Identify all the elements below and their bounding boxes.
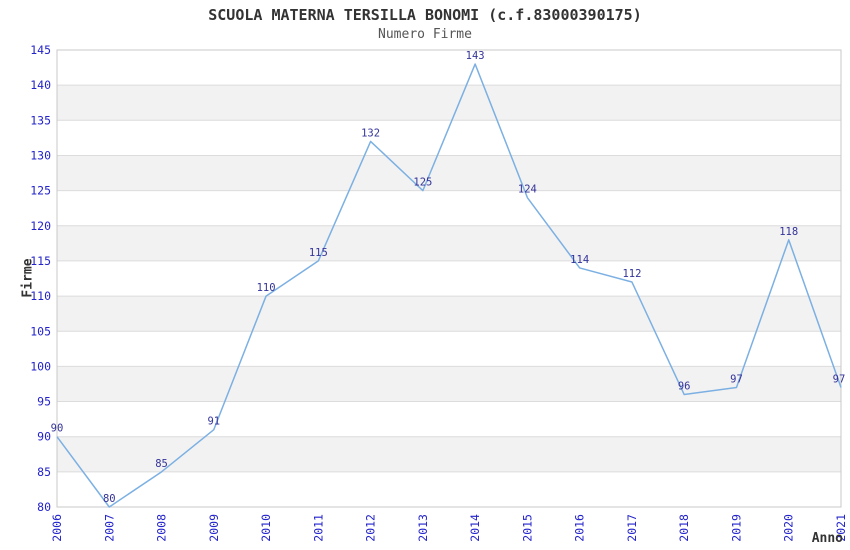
x-tick-label: 2008 (155, 514, 169, 542)
data-label: 97 (833, 373, 846, 385)
y-tick-label: 135 (30, 113, 51, 127)
x-tick-label: 2006 (50, 514, 64, 542)
chart-title: SCUOLA MATERNA TERSILLA BONOMI (c.f.8300… (208, 6, 642, 24)
x-tick-label: 2020 (782, 514, 796, 542)
y-tick-label: 85 (37, 465, 51, 479)
grid-band (57, 296, 841, 332)
data-label: 115 (309, 247, 328, 259)
grid-band (57, 155, 841, 191)
x-tick-label: 2011 (311, 514, 325, 542)
y-tick-label: 100 (30, 359, 51, 373)
y-tick-label: 140 (30, 78, 51, 92)
x-tick-label: 2014 (468, 514, 482, 542)
data-label: 143 (466, 50, 485, 62)
data-label: 112 (622, 268, 641, 280)
data-label: 90 (51, 423, 64, 435)
x-tick-label: 2013 (416, 514, 430, 542)
x-tick-label: 2016 (573, 514, 587, 542)
data-label: 125 (413, 177, 432, 189)
y-tick-label: 130 (30, 148, 51, 162)
y-tick-label: 110 (30, 289, 51, 303)
grid-band (57, 85, 841, 121)
y-tick-label: 80 (37, 500, 51, 514)
y-tick-label: 95 (37, 395, 51, 409)
x-tick-label: 2021 (834, 514, 848, 542)
x-tick-label: 2018 (677, 514, 691, 542)
y-tick-label: 145 (30, 43, 51, 57)
x-axis-title: Anno (811, 531, 843, 546)
grid-band (57, 225, 841, 261)
x-tick-label: 2012 (364, 514, 378, 542)
series-line (56, 63, 842, 508)
data-label: 132 (361, 127, 380, 139)
data-label: 85 (155, 458, 168, 470)
x-tick-label: 2010 (259, 514, 273, 542)
data-label: 114 (570, 254, 589, 266)
x-tick-label: 2017 (625, 514, 639, 542)
data-label: 97 (730, 373, 743, 385)
chart-subtitle: Numero Firme (378, 27, 472, 42)
data-label: 118 (779, 226, 798, 238)
plot-border (56, 49, 842, 508)
y-tick-label: 105 (30, 324, 51, 338)
data-label: 91 (207, 416, 220, 428)
y-tick-label: 125 (30, 184, 51, 198)
x-tick-label: 2015 (520, 514, 534, 542)
data-label: 110 (257, 282, 276, 294)
y-tick-label: 90 (37, 430, 51, 444)
y-tick-label: 115 (30, 254, 51, 268)
x-tick-label: 2019 (729, 514, 743, 542)
data-label: 124 (518, 184, 537, 196)
data-label: 96 (678, 381, 691, 393)
grid-band (57, 436, 841, 472)
x-tick-label: 2007 (102, 514, 116, 542)
grid-band (57, 366, 841, 402)
y-tick-label: 120 (30, 219, 51, 233)
data-label: 80 (103, 493, 116, 505)
x-tick-label: 2009 (207, 514, 221, 542)
